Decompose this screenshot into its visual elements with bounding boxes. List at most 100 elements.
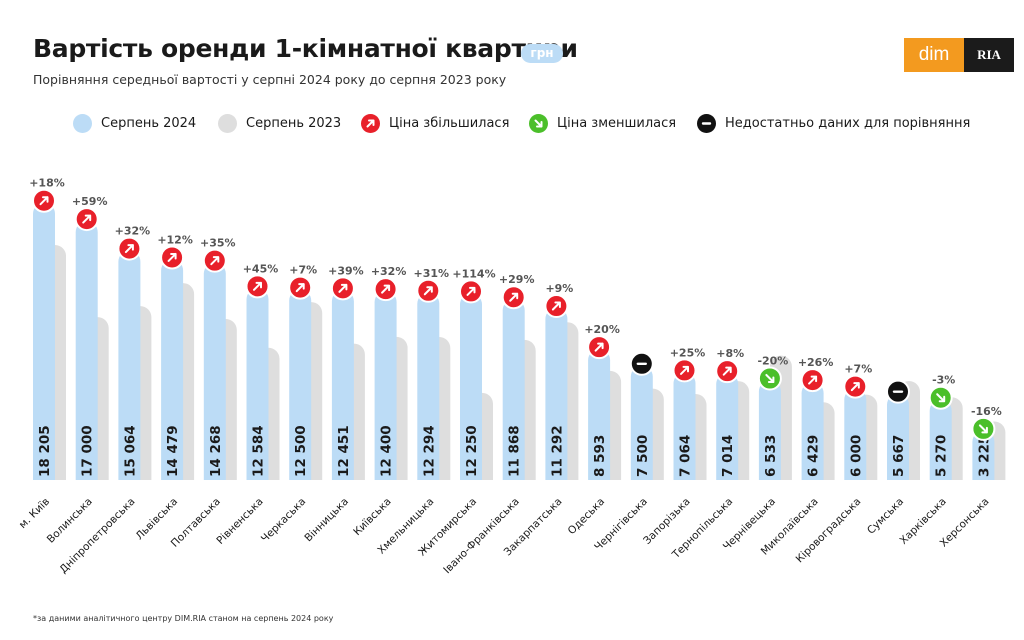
bar-aug-2024 (203, 262, 226, 480)
bar-aug-2024 (758, 380, 781, 480)
change-label: +12% (157, 233, 193, 246)
bar-aug-2024 (972, 430, 995, 480)
bar-aug-2024 (673, 372, 696, 480)
change-label: +25% (670, 346, 706, 359)
value-label: 6 429 (806, 435, 822, 477)
change-label: +9% (545, 282, 573, 295)
value-label: 7 064 (678, 435, 694, 477)
arrow-up-right-glyph (509, 292, 519, 302)
change-label: +26% (798, 356, 834, 369)
bar-aug-2024 (887, 393, 909, 480)
arrow-up-right-icon (361, 114, 380, 133)
legend-swatch-aug-2024 (73, 114, 92, 133)
logo-dim: dim (904, 38, 964, 72)
arrow-up-right-glyph (338, 283, 348, 293)
arrow-down-right-glyph (936, 393, 946, 403)
value-label: 12 500 (293, 425, 309, 477)
bar-aug-2024 (929, 399, 952, 480)
arrow-up-right-glyph (295, 283, 305, 293)
value-label: 12 400 (379, 425, 395, 477)
logo-ria: RIA (964, 38, 1014, 72)
category-label: Одеська (566, 496, 608, 538)
arrow-up-right-glyph (680, 365, 689, 375)
bar-aug-2024 (161, 259, 184, 480)
change-label: -16% (971, 405, 1002, 418)
arrow-down-right-glyph (765, 373, 775, 383)
footnote: *за даними аналітичного центру DIM.RIA с… (33, 614, 334, 623)
value-label: 12 294 (421, 425, 437, 477)
arrow-up-right-glyph (124, 244, 134, 254)
value-label: 18 205 (37, 425, 53, 477)
category-label: Дніпропетровська (57, 496, 137, 576)
value-label: 12 250 (464, 425, 480, 477)
bar-aug-2024 (118, 250, 141, 480)
category-label: Вінницька (302, 496, 351, 545)
value-label: 15 064 (122, 425, 138, 477)
bar-aug-2024 (630, 365, 653, 480)
category-label: м. Київ (17, 496, 52, 531)
value-label: 5 667 (891, 435, 907, 477)
arrow-down-right-glyph (978, 424, 988, 434)
change-label: +32% (115, 225, 151, 238)
bar-aug-2024 (588, 349, 611, 480)
bar-aug-2024 (75, 221, 98, 480)
arrow-up-right-glyph (423, 286, 433, 296)
value-label: 14 479 (165, 425, 181, 477)
bar-aug-2024 (331, 290, 354, 480)
bar-aug-2024 (545, 308, 568, 480)
arrow-up-right-glyph (210, 256, 220, 266)
value-label: 11 292 (549, 425, 565, 477)
minus-icon (697, 114, 716, 133)
change-label: +45% (243, 262, 279, 275)
category-label: Черкаська (259, 496, 308, 545)
change-label: +32% (371, 265, 407, 278)
legend-label: Серпень 2023 (246, 116, 342, 131)
bar-aug-2024 (460, 293, 482, 480)
legend-label: Ціна зменшилася (557, 116, 677, 131)
value-label: 6 533 (763, 435, 779, 477)
bar-aug-2024 (289, 289, 312, 480)
category-label: Сумська (865, 496, 906, 537)
change-label: -20% (757, 354, 788, 367)
value-label: 7 500 (635, 435, 651, 477)
bar-aug-2024 (246, 288, 269, 480)
value-label: 3 225 (976, 435, 992, 477)
unit-badge: грн (521, 44, 563, 63)
arrow-up-right-glyph (82, 214, 92, 224)
bar-aug-2024 (844, 388, 867, 480)
bar-aug-2024 (417, 292, 440, 480)
change-label: +7% (289, 264, 317, 277)
bar-aug-2024 (374, 291, 397, 480)
legend-item-price-down: Ціна зменшилася (529, 114, 676, 133)
bar-aug-2024 (801, 382, 824, 480)
value-label: 11 868 (507, 425, 523, 477)
category-label: Рівненська (214, 496, 265, 547)
change-label: +20% (584, 323, 620, 336)
legend-item-no-data: Недостатньо даних для порівняння (697, 114, 970, 133)
arrow-up-right-glyph (167, 252, 177, 262)
change-label: +59% (72, 195, 108, 208)
legend-label: Серпень 2024 (101, 116, 197, 131)
arrow-down-right-icon (529, 114, 548, 133)
value-label: 17 000 (80, 425, 96, 477)
change-label: +8% (716, 347, 744, 360)
legend-label: Недостатньо даних для порівняння (725, 116, 971, 131)
change-label: +7% (844, 363, 872, 376)
chart-title: Вартість оренди 1-кімнатної квартири (33, 34, 578, 63)
value-label: 7 014 (720, 435, 736, 477)
bar-aug-2024 (716, 373, 739, 480)
arrow-up-right-glyph (808, 375, 818, 385)
value-label: 5 270 (934, 435, 950, 477)
arrow-up-right-glyph (594, 342, 604, 352)
value-label: 6 000 (848, 435, 864, 477)
category-label: Львівська (133, 496, 180, 543)
category-label: Київська (351, 496, 394, 539)
arrow-up-right-glyph (551, 301, 561, 311)
bar-aug-2024 (502, 299, 525, 480)
bar-aug-2024 (33, 202, 55, 480)
legend-item-aug-2024: Серпень 2024 (73, 114, 196, 133)
change-label: +18% (29, 177, 65, 190)
legend-swatch-aug-2023 (218, 114, 237, 133)
legend-item-price-up: Ціна збільшилася (361, 114, 509, 133)
